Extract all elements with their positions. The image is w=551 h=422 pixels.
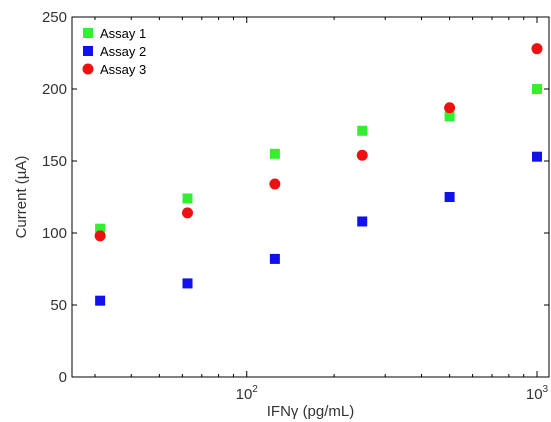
data-point-series-1 (182, 193, 193, 204)
data-point-series-3 (181, 207, 193, 219)
data-point-series-1 (531, 84, 542, 94)
x-axis: 102 103 (94, 17, 549, 403)
y-tick-label: 250 (42, 9, 67, 26)
legend-label: Assay 1 (100, 26, 146, 41)
data-point-series-1 (269, 148, 280, 159)
y-axis: 0 50 100 150 200 250 (42, 9, 549, 386)
y-tick-label: 50 (50, 297, 67, 314)
plot-frame (71, 16, 550, 378)
y-tick-label: 100 (42, 225, 67, 242)
y-tick-label: 0 (59, 369, 67, 386)
legend: Assay 1 Assay 2 Assay 3 (82, 26, 146, 77)
data-point-series-3 (269, 178, 281, 190)
data-point-series-1 (95, 223, 106, 234)
data-point-series-2 (269, 253, 280, 264)
legend-marker (83, 46, 93, 56)
data-point-series-3 (531, 43, 543, 55)
legend-label: Assay 2 (100, 44, 146, 59)
data-point-series-3 (94, 230, 106, 242)
x-tick-label: 103 (526, 384, 549, 403)
plot-area (71, 16, 550, 378)
data-point-series-3 (356, 149, 368, 161)
data-point-series-1 (357, 125, 368, 136)
data-point-series-1 (444, 111, 455, 122)
legend-marker (82, 63, 94, 75)
legend-marker (83, 28, 93, 38)
y-tick-label: 200 (42, 81, 67, 98)
y-tick-label: 150 (42, 153, 67, 170)
legend-label: Assay 3 (100, 62, 146, 77)
data-point-series-2 (444, 192, 455, 202)
data-point-series-3 (444, 102, 456, 114)
data-point-series-2 (182, 278, 193, 289)
x-axis-label: IFNγ (pg/mL) (267, 403, 355, 420)
x-tick-label: 102 (236, 384, 259, 403)
data-point-series-2 (95, 295, 106, 306)
data-points (94, 43, 543, 306)
data-point-series-2 (531, 151, 542, 162)
data-point-series-2 (357, 216, 368, 227)
y-axis-label: Current (µA) (13, 156, 30, 239)
